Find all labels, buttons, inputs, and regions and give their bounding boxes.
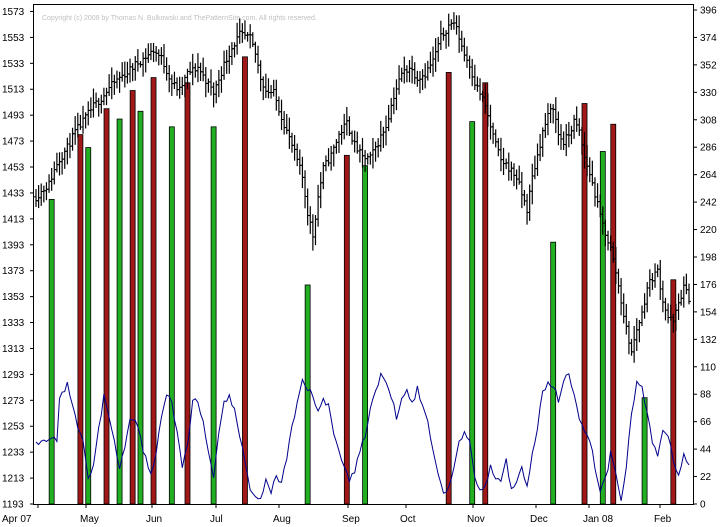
left-tick-label: 1273 bbox=[2, 396, 25, 407]
right-tick-label: 330 bbox=[700, 88, 717, 99]
right-tick-label: 264 bbox=[700, 170, 717, 181]
sell-signal-bar bbox=[670, 279, 677, 505]
right-tick-label: 198 bbox=[700, 252, 717, 263]
left-tick-label: 1213 bbox=[2, 474, 25, 485]
right-tick-label: 66 bbox=[700, 417, 712, 428]
buy-signal-bar bbox=[116, 118, 123, 505]
left-tick-label: 1313 bbox=[2, 344, 25, 355]
x-tick-label: Aug bbox=[273, 514, 291, 525]
left-tick-label: 1333 bbox=[2, 318, 25, 329]
sell-signal-bar bbox=[445, 71, 452, 505]
right-tick-label: 44 bbox=[700, 445, 712, 456]
x-tick-label: Jun bbox=[146, 514, 162, 525]
x-tick-label: Nov bbox=[467, 514, 485, 525]
buy-signal-bar bbox=[168, 126, 175, 505]
buy-signal-bar bbox=[85, 147, 92, 505]
buy-signal-bar bbox=[210, 126, 217, 505]
sell-signal-bar bbox=[184, 82, 191, 505]
x-tick-label: Jan 08 bbox=[583, 514, 613, 525]
sell-signal-bar bbox=[242, 56, 248, 505]
left-tick-label: 1393 bbox=[2, 240, 25, 251]
right-tick-label: 110 bbox=[700, 362, 716, 373]
buy-signal-bar bbox=[599, 151, 606, 505]
buy-signal-bar bbox=[137, 110, 144, 505]
left-tick-label: 1433 bbox=[2, 188, 25, 199]
left-tick-label: 1513 bbox=[2, 85, 25, 96]
left-tick-label: 1293 bbox=[2, 370, 25, 381]
left-tick-label: 1413 bbox=[2, 214, 25, 225]
buy-signal-bar bbox=[550, 241, 557, 505]
sell-signal-bar bbox=[150, 77, 157, 505]
left-tick-label: 1193 bbox=[2, 500, 24, 511]
left-tick-label: 1573 bbox=[2, 7, 25, 18]
oscillator-line bbox=[35, 372, 690, 501]
left-tick-label: 1533 bbox=[2, 59, 25, 70]
left-tick-label: 1353 bbox=[2, 292, 25, 303]
left-tick-label: 1473 bbox=[2, 137, 25, 148]
left-tick-label: 1453 bbox=[2, 163, 25, 174]
left-tick-label: 1233 bbox=[2, 448, 25, 459]
left-tick-label: 1493 bbox=[2, 111, 25, 122]
sell-signal-bar bbox=[610, 123, 617, 505]
right-tick-label: 352 bbox=[700, 60, 717, 71]
right-tick-label: 22 bbox=[700, 472, 712, 483]
oscillator bbox=[35, 372, 690, 501]
copyright-notice: Copyright (c) 2008 by Thomas N. Bulkowsk… bbox=[42, 15, 317, 22]
sell-signal-bar bbox=[77, 134, 84, 505]
right-tick-label: 0 bbox=[700, 500, 706, 511]
x-tick-label: Apr 07 bbox=[2, 514, 32, 525]
x-tick-label: Jul bbox=[210, 514, 223, 525]
right-axis: 3963743523303082862642422201981761541321… bbox=[693, 5, 717, 511]
left-tick-label: 1253 bbox=[2, 422, 25, 433]
sell-signal-bar bbox=[129, 90, 136, 505]
buy-signal-bar bbox=[48, 199, 55, 505]
right-tick-label: 374 bbox=[700, 33, 717, 44]
left-axis: 1573 1553 1533 1513 1493 1473 1453 1433 1413 1393… bbox=[2, 7, 34, 511]
sell-signal-bar bbox=[103, 108, 110, 505]
right-tick-label: 132 bbox=[700, 335, 717, 346]
right-tick-label: 176 bbox=[700, 280, 717, 291]
buy-signal-bar bbox=[304, 284, 311, 505]
right-tick-label: 286 bbox=[700, 143, 717, 154]
right-tick-label: 396 bbox=[700, 5, 717, 16]
left-tick-label: 1553 bbox=[2, 33, 25, 44]
right-tick-label: 308 bbox=[700, 115, 717, 126]
right-tick-label: 220 bbox=[700, 225, 717, 236]
buy-signal-bar bbox=[362, 165, 369, 505]
price-bars bbox=[34, 12, 691, 363]
x-tick-label: Oct bbox=[400, 514, 416, 525]
x-tick-label: Dec bbox=[530, 514, 548, 525]
right-tick-label: 154 bbox=[700, 307, 717, 318]
sell-signal-bar bbox=[482, 82, 489, 505]
x-tick-label: Sep bbox=[342, 514, 360, 525]
buy-signal-bar bbox=[641, 397, 648, 505]
signal-bars bbox=[48, 56, 677, 505]
left-tick-label: 1373 bbox=[2, 266, 25, 277]
right-tick-label: 242 bbox=[700, 198, 717, 209]
x-axis: Apr 07 May Jun Jul Aug Sep Oct Nov Dec Jan 08 Feb bbox=[2, 504, 672, 525]
sell-signal-bar bbox=[581, 103, 588, 505]
plot-frame bbox=[33, 4, 694, 505]
x-tick-label: May bbox=[80, 514, 99, 525]
right-tick-label: 88 bbox=[700, 390, 712, 401]
x-tick-label: Feb bbox=[654, 514, 672, 525]
buy-signal-bar bbox=[469, 121, 476, 505]
sell-signal-bar bbox=[343, 154, 350, 505]
